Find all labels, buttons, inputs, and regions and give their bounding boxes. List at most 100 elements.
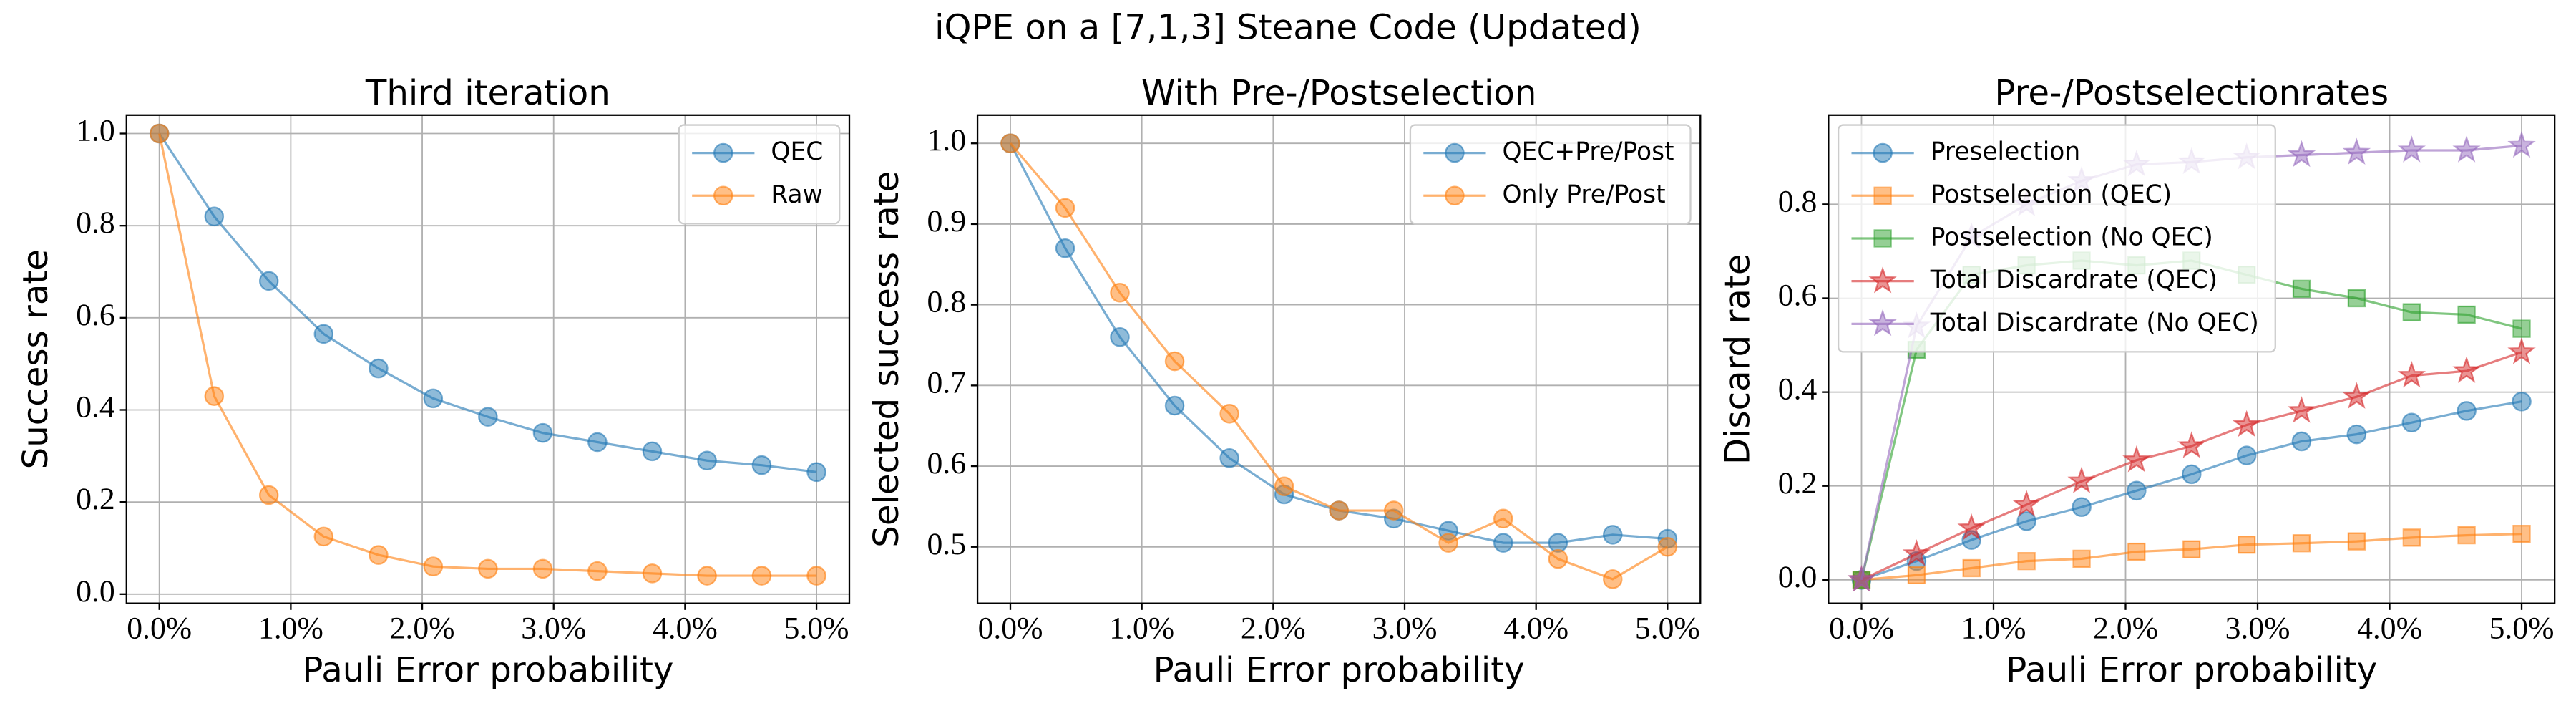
marker <box>478 407 498 427</box>
x-tick-label: 2.0% <box>2093 611 2158 646</box>
marker <box>2287 140 2316 168</box>
x-tick-label: 4.0% <box>1503 611 1568 646</box>
y-tick-label: 0.5 <box>927 527 966 561</box>
x-tick-label: 5.0% <box>2489 611 2555 646</box>
marker <box>2233 410 2261 437</box>
marker <box>697 566 717 586</box>
marker <box>2397 135 2426 163</box>
y-tick-label: 0.8 <box>1778 184 1818 218</box>
marker <box>1493 508 1513 529</box>
legend-marker <box>713 142 733 163</box>
x-tick-label: 3.0% <box>1372 611 1438 646</box>
marker <box>1110 326 1130 347</box>
marker <box>2402 303 2421 321</box>
y-tick-label: 0.2 <box>76 482 115 516</box>
marker <box>369 358 389 379</box>
legend-box <box>1409 124 1692 225</box>
y-tick-label: 1.0 <box>927 123 966 158</box>
y-tick-label: 1.0 <box>76 114 115 148</box>
marker <box>2182 540 2201 558</box>
marker <box>204 386 225 406</box>
marker <box>1329 500 1349 521</box>
marker <box>751 455 772 475</box>
x-tick-label: 4.0% <box>2357 611 2422 646</box>
marker <box>258 485 279 505</box>
marker <box>1907 566 1926 584</box>
y-tick-label: 0.4 <box>76 390 115 424</box>
marker <box>2507 337 2536 364</box>
marker <box>2452 135 2481 163</box>
axes-frame <box>125 114 851 604</box>
x-tick-label: 1.0% <box>1961 611 2026 646</box>
marker <box>1164 351 1185 372</box>
legend-marker <box>713 185 733 206</box>
marker <box>313 526 334 547</box>
y-tick-label: 0.2 <box>1778 466 1818 500</box>
legend-marker <box>1868 266 1897 294</box>
legend: QEC+Pre/Post Only Pre/Post <box>1409 124 1692 225</box>
legend-marker <box>1873 186 1892 205</box>
marker <box>587 561 608 581</box>
y-tick-label: 0.8 <box>927 285 966 319</box>
y-tick-label: 0.4 <box>1778 372 1818 407</box>
marker <box>751 566 772 586</box>
marker <box>1657 536 1678 557</box>
marker <box>2347 532 2366 551</box>
x-tick-label: 3.0% <box>521 611 586 646</box>
marker <box>1274 476 1294 497</box>
marker <box>532 558 553 579</box>
marker <box>1548 548 1568 569</box>
x-tick-label: 5.0% <box>1635 611 1700 646</box>
y-tick-label: 0.0 <box>76 574 115 609</box>
x-tick-label: 1.0% <box>258 611 323 646</box>
x-axis-label: Pauli Error probability <box>2006 650 2377 690</box>
y-tick-label: 0.6 <box>1778 279 1818 313</box>
marker <box>2072 549 2091 569</box>
legend: QEC Raw <box>678 124 841 225</box>
marker <box>2457 305 2476 324</box>
marker <box>587 432 608 453</box>
legend-label: Only Pre/Post <box>1502 180 1665 209</box>
marker <box>149 123 170 144</box>
x-axis-label: Pauli Error probability <box>302 650 673 690</box>
marker <box>1602 569 1623 589</box>
x-tick-label: 2.0% <box>1241 611 1306 646</box>
legend-marker <box>1445 142 1465 163</box>
axes-frame <box>976 114 1702 604</box>
x-tick-label: 1.0% <box>1109 611 1174 646</box>
marker <box>2292 279 2311 299</box>
marker <box>1164 395 1185 416</box>
y-tick-label: 0.6 <box>927 446 966 480</box>
marker <box>642 563 663 584</box>
marker <box>2342 137 2371 165</box>
chart-title: Third iteration <box>365 73 610 113</box>
x-tick-label: 3.0% <box>2225 611 2290 646</box>
marker <box>1957 513 1986 541</box>
marker <box>2017 552 2036 571</box>
y-tick-label: 0.8 <box>76 205 115 240</box>
chart-title: Pre-/Postselectionrates <box>1994 73 2389 113</box>
marker <box>1602 525 1623 545</box>
marker <box>2016 511 2036 531</box>
y-axis-label: Selected success rate <box>867 171 907 548</box>
marker <box>478 558 498 579</box>
legend-label: Postselection (QEC) <box>1931 180 2172 209</box>
marker <box>2507 130 2536 158</box>
marker <box>423 556 444 576</box>
marker <box>313 324 334 344</box>
marker <box>2122 445 2151 473</box>
x-tick-label: 0.0% <box>1829 611 1894 646</box>
x-tick-label: 4.0% <box>653 611 718 646</box>
marker <box>1219 448 1239 468</box>
legend-marker <box>1868 309 1897 337</box>
legend-marker <box>1873 229 1892 248</box>
marker <box>1055 238 1075 258</box>
legend-label: Total Discardrate (QEC) <box>1930 266 2218 294</box>
marker <box>2238 536 2256 554</box>
marker <box>258 271 279 291</box>
x-tick-label: 0.0% <box>127 611 192 646</box>
legend-label: Total Discardrate (No QEC) <box>1930 309 2259 337</box>
marker <box>2512 319 2531 338</box>
